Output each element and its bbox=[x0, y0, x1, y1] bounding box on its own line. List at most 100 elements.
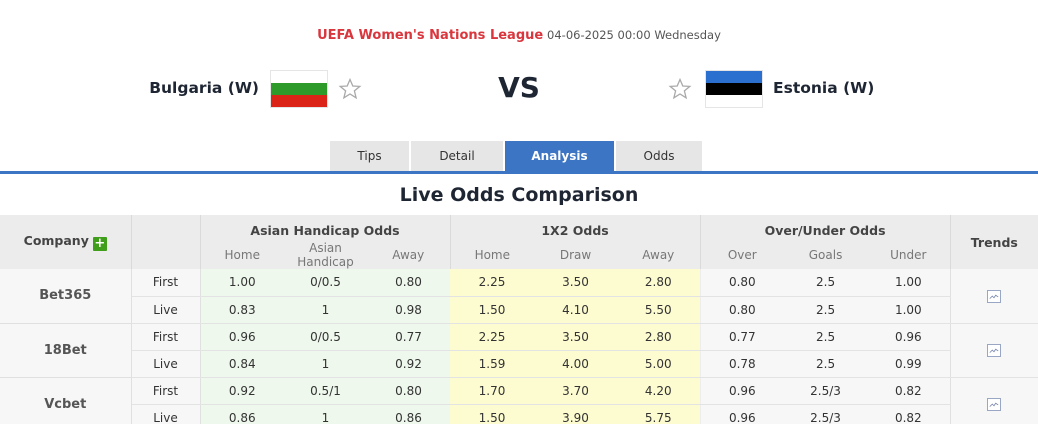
ou-over-odds[interactable]: 0.80 bbox=[699, 269, 785, 297]
company-name[interactable]: Vcbet bbox=[0, 377, 132, 424]
ah-handicap[interactable]: 0/0.5 bbox=[284, 323, 367, 351]
ah-handicap[interactable]: 0.5/1 bbox=[284, 377, 367, 405]
ou-goals[interactable]: 2.5 bbox=[784, 323, 868, 351]
ah-away-odds[interactable]: 0.86 bbox=[367, 404, 451, 424]
match-header: UEFA Women's Nations League 04-06-2025 0… bbox=[0, 28, 1038, 43]
x12-home-header: Home bbox=[449, 241, 535, 269]
x12-draw-odds[interactable]: 4.00 bbox=[534, 350, 618, 378]
x12-away-odds[interactable]: 2.80 bbox=[617, 323, 701, 351]
ou-under-odds[interactable]: 0.99 bbox=[867, 350, 951, 378]
x12-away-odds[interactable]: 5.75 bbox=[617, 404, 701, 424]
tab-tips[interactable]: Tips bbox=[330, 141, 409, 171]
ou-goals[interactable]: 2.5/3 bbox=[784, 404, 868, 424]
tab-detail[interactable]: Detail bbox=[411, 141, 503, 171]
match-tabs: Tips Detail Analysis Odds bbox=[330, 141, 704, 171]
trend-chart-icon[interactable] bbox=[987, 398, 1002, 411]
ah-away-odds[interactable]: 0.77 bbox=[367, 323, 451, 351]
trend-chart-icon[interactable] bbox=[987, 344, 1002, 357]
ah-away-odds[interactable]: 0.92 bbox=[367, 350, 451, 378]
ah-home-odds[interactable]: 0.86 bbox=[200, 404, 284, 424]
odds-comparison-table: Company + Asian Handicap Odds 1X2 Odds Ov… bbox=[0, 215, 1038, 424]
company-header-label: Company bbox=[23, 233, 89, 248]
trends-cell[interactable] bbox=[949, 377, 1038, 424]
type-header bbox=[130, 215, 200, 269]
table-row: Live 0.84 1 0.92 1.59 4.00 5.00 0.78 2.5… bbox=[0, 350, 1038, 378]
ah-handicap[interactable]: 1 bbox=[284, 404, 367, 424]
ou-under-odds[interactable]: 0.82 bbox=[867, 377, 951, 405]
x12-draw-odds[interactable]: 3.70 bbox=[534, 377, 618, 405]
company-name[interactable]: Bet365 bbox=[0, 269, 132, 324]
ah-home-odds[interactable]: 0.83 bbox=[200, 296, 284, 324]
ah-handicap[interactable]: 1 bbox=[284, 350, 367, 378]
league-name[interactable]: UEFA Women's Nations League bbox=[317, 28, 544, 43]
ou-over-odds[interactable]: 0.78 bbox=[699, 350, 785, 378]
table-row: Bet365 First 1.00 0/0.5 0.80 2.25 3.50 2… bbox=[0, 269, 1038, 324]
ah-home-odds[interactable]: 0.92 bbox=[200, 377, 284, 405]
x12-home-odds[interactable]: 1.70 bbox=[450, 377, 535, 405]
x12-home-odds[interactable]: 1.59 bbox=[450, 350, 535, 378]
ou-under-odds[interactable]: 0.96 bbox=[867, 323, 951, 351]
ah-home-header: Home bbox=[199, 241, 284, 269]
trend-chart-icon[interactable] bbox=[987, 289, 1002, 303]
home-team-name[interactable]: Bulgaria (W) bbox=[149, 79, 259, 97]
ah-handicap[interactable]: 1 bbox=[284, 296, 367, 324]
asian-handicap-header: Asian Handicap Odds bbox=[199, 215, 451, 241]
ou-over-odds[interactable]: 0.96 bbox=[699, 377, 785, 405]
x12-home-odds[interactable]: 2.25 bbox=[450, 269, 535, 297]
x12-home-odds[interactable]: 1.50 bbox=[450, 404, 535, 424]
ou-under-odds[interactable]: 0.82 bbox=[867, 404, 951, 424]
home-favorite-star-icon[interactable] bbox=[338, 77, 362, 101]
ou-goals[interactable]: 2.5 bbox=[784, 350, 868, 378]
table-row: Live 0.83 1 0.98 1.50 4.10 5.50 0.80 2.5… bbox=[0, 296, 1038, 324]
ou-under-odds[interactable]: 1.00 bbox=[867, 269, 951, 297]
ou-over-odds[interactable]: 0.77 bbox=[699, 323, 785, 351]
trends-cell[interactable] bbox=[949, 269, 1038, 324]
over-under-header: Over/Under Odds bbox=[699, 215, 951, 241]
ah-away-odds[interactable]: 0.80 bbox=[367, 377, 451, 405]
ou-over-header: Over bbox=[699, 241, 785, 269]
tab-odds[interactable]: Odds bbox=[616, 141, 702, 171]
x12-header: 1X2 Odds bbox=[449, 215, 701, 241]
x12-draw-odds[interactable]: 3.50 bbox=[534, 323, 618, 351]
ou-over-odds[interactable]: 0.96 bbox=[699, 404, 785, 424]
ou-over-odds[interactable]: 0.80 bbox=[699, 296, 785, 324]
ah-handicap-header: Asian Handicap bbox=[284, 241, 367, 269]
x12-home-odds[interactable]: 2.25 bbox=[450, 323, 535, 351]
ou-goals[interactable]: 2.5 bbox=[784, 296, 868, 324]
away-favorite-star-icon[interactable] bbox=[668, 77, 692, 101]
ah-away-odds[interactable]: 0.98 bbox=[367, 296, 451, 324]
section-title: Live Odds Comparison bbox=[399, 184, 639, 206]
add-company-icon[interactable]: + bbox=[92, 236, 107, 251]
ah-away-header: Away bbox=[367, 241, 451, 269]
x12-away-odds[interactable]: 5.50 bbox=[617, 296, 701, 324]
x12-away-odds[interactable]: 4.20 bbox=[617, 377, 701, 405]
ah-away-odds[interactable]: 0.80 bbox=[367, 269, 451, 297]
ah-home-odds[interactable]: 0.96 bbox=[200, 323, 284, 351]
x12-away-odds[interactable]: 5.00 bbox=[617, 350, 701, 378]
x12-draw-odds[interactable]: 3.50 bbox=[534, 269, 618, 297]
ou-goals[interactable]: 2.5/3 bbox=[784, 377, 868, 405]
ou-under-odds[interactable]: 1.00 bbox=[867, 296, 951, 324]
odds-type: First bbox=[131, 269, 201, 297]
ah-handicap[interactable]: 0/0.5 bbox=[284, 269, 367, 297]
ou-goals[interactable]: 2.5 bbox=[784, 269, 868, 297]
trends-cell[interactable] bbox=[949, 323, 1038, 378]
ah-home-odds[interactable]: 1.00 bbox=[200, 269, 284, 297]
away-team-flag bbox=[705, 70, 763, 108]
table-row: Vcbet First 0.92 0.5/1 0.80 1.70 3.70 4.… bbox=[0, 377, 1038, 424]
table-row: 18Bet First 0.96 0/0.5 0.77 2.25 3.50 2.… bbox=[0, 323, 1038, 378]
x12-away-odds[interactable]: 2.80 bbox=[617, 269, 701, 297]
odds-type: First bbox=[131, 377, 201, 405]
tab-analysis[interactable]: Analysis bbox=[505, 141, 614, 171]
away-team-name[interactable]: Estonia (W) bbox=[773, 79, 875, 97]
company-header: Company + bbox=[0, 215, 131, 269]
x12-draw-header: Draw bbox=[534, 241, 618, 269]
ah-home-odds[interactable]: 0.84 bbox=[200, 350, 284, 378]
x12-draw-odds[interactable]: 4.10 bbox=[534, 296, 618, 324]
x12-draw-odds[interactable]: 3.90 bbox=[534, 404, 618, 424]
odds-type: Live bbox=[131, 404, 201, 424]
match-teams: Bulgaria (W) VS Estonia (W) bbox=[0, 66, 1038, 112]
company-name[interactable]: 18Bet bbox=[0, 323, 132, 378]
x12-home-odds[interactable]: 1.50 bbox=[450, 296, 535, 324]
odds-type: Live bbox=[131, 296, 201, 324]
